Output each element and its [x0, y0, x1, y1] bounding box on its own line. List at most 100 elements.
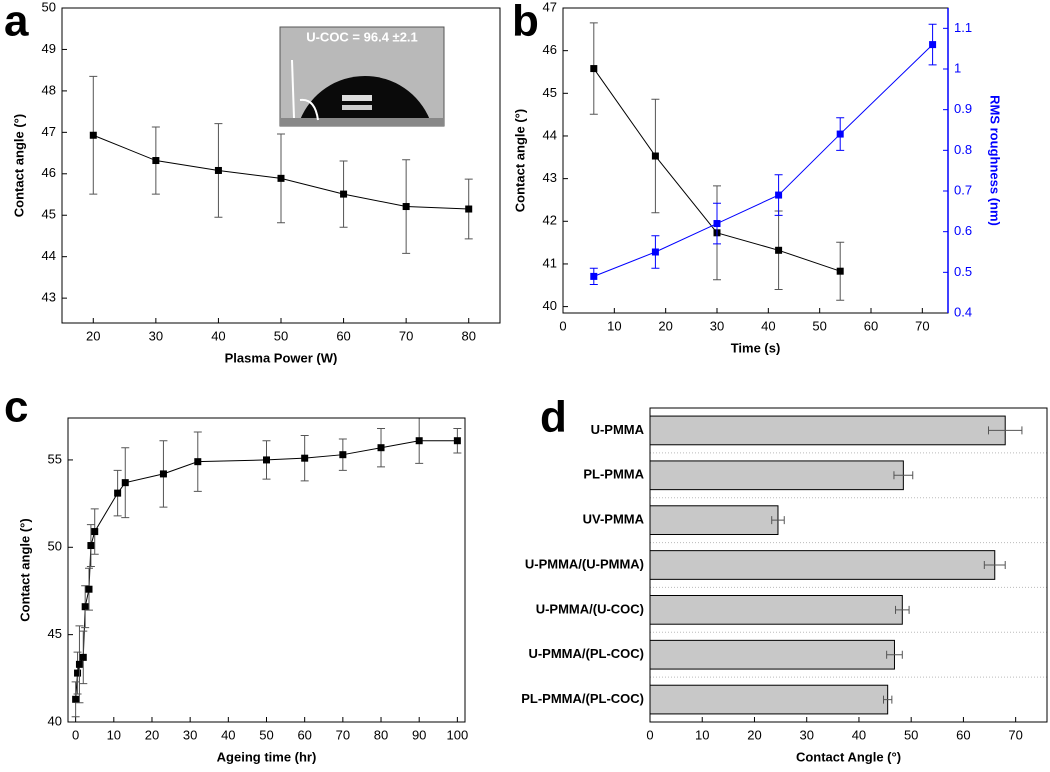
- x-tick-label: 50: [259, 727, 273, 742]
- y2-tick-label: 0.8: [954, 142, 972, 157]
- marker: [775, 191, 783, 199]
- x-axis-label: Ageing time (hr): [217, 749, 317, 764]
- y-tick-label: 44: [42, 248, 56, 263]
- error-bar: [987, 426, 1023, 435]
- y-tick-label: 46: [543, 42, 557, 57]
- x-tick-label: 40: [852, 727, 866, 742]
- bar: [649, 639, 895, 670]
- x-tick-label: 60: [956, 727, 970, 742]
- category-label: U-PMMA: [591, 422, 645, 437]
- y-tick-label: 44: [543, 127, 557, 142]
- y-tick-label: 45: [543, 85, 557, 100]
- marker: [339, 451, 347, 459]
- x-tick-label: 10: [607, 318, 621, 333]
- marker: [651, 248, 659, 256]
- marker: [929, 41, 937, 49]
- x-tick-label: 30: [149, 328, 163, 343]
- annotation: U-COC = 96.4 ±2.1: [306, 29, 418, 44]
- x-tick-label: 20: [145, 727, 159, 742]
- y2-tick-label: 0.7: [954, 182, 972, 197]
- plot-frame: [61, 7, 501, 324]
- y2-tick-label: 0.6: [954, 223, 972, 238]
- x-tick-label: 50: [274, 328, 288, 343]
- marker: [74, 669, 82, 677]
- y2-tick-label: 0.5: [954, 264, 972, 279]
- x-axis-label: Time (s): [731, 340, 781, 355]
- x-tick-label: 60: [336, 328, 350, 343]
- y-tick-label: 43: [42, 290, 56, 305]
- marker: [836, 130, 844, 138]
- marker: [263, 456, 270, 464]
- y-tick-label: 42: [543, 213, 557, 228]
- x-tick-label: 40: [761, 318, 775, 333]
- marker: [89, 131, 97, 139]
- y-tick-label: 40: [543, 298, 557, 313]
- marker: [87, 542, 95, 550]
- y2-tick-label: 0.9: [954, 101, 972, 116]
- x-tick-label: 0: [646, 727, 653, 742]
- panel-label: a: [4, 0, 29, 46]
- x-tick-label: 10: [695, 727, 709, 742]
- marker: [85, 585, 93, 593]
- x-tick-label: 60: [864, 318, 878, 333]
- marker: [836, 267, 844, 275]
- error-bar: [983, 561, 1006, 569]
- x-tick-label: 20: [86, 328, 100, 343]
- marker: [340, 190, 348, 198]
- x-tick-label: 60: [297, 727, 311, 742]
- x-tick-label: 100: [447, 727, 469, 742]
- marker: [214, 166, 222, 174]
- y2-tick-label: 1: [954, 60, 961, 75]
- error-bar: [886, 650, 903, 659]
- y-tick-label: 49: [42, 41, 56, 56]
- x-tick-label: 20: [658, 318, 672, 333]
- marker: [79, 653, 87, 661]
- category-label: PL-PMMA/(PL-COC): [521, 691, 644, 706]
- inset-photo: [279, 26, 445, 127]
- marker: [152, 157, 160, 165]
- y-axis-label: Contact angle (°): [17, 518, 32, 621]
- marker: [72, 695, 80, 703]
- panel-label: c: [4, 383, 28, 432]
- marker: [75, 660, 83, 668]
- marker: [465, 205, 473, 213]
- y-tick-label: 43: [543, 170, 557, 185]
- y-tick-label: 48: [42, 82, 56, 97]
- series-line: [593, 44, 933, 277]
- x-tick-label: 30: [183, 727, 197, 742]
- y-tick-label: 47: [42, 124, 56, 139]
- x-tick-label: 0: [72, 727, 79, 742]
- x-tick-label: 70: [399, 328, 413, 343]
- panel-label: d: [540, 393, 567, 442]
- y-axis-label: Contact angle (°): [11, 114, 26, 217]
- marker: [194, 458, 202, 466]
- x-tick-label: 70: [1008, 727, 1022, 742]
- y-tick-label: 50: [42, 0, 56, 14]
- marker: [402, 203, 410, 211]
- marker: [713, 220, 721, 228]
- y-tick-label: 55: [48, 451, 62, 466]
- marker: [453, 437, 461, 445]
- plot-frame: [649, 407, 1048, 723]
- marker: [377, 444, 385, 452]
- error-bar: [893, 471, 914, 480]
- x-tick-label: 70: [336, 727, 350, 742]
- marker: [91, 528, 99, 536]
- bar: [649, 684, 889, 715]
- category-label: U-PMMA/(U-COC): [536, 601, 644, 616]
- marker: [415, 437, 423, 445]
- plot-frame: [67, 417, 466, 723]
- x-tick-label: 50: [904, 727, 918, 742]
- x-tick-label: 90: [412, 727, 426, 742]
- x-tick-label: 20: [747, 727, 761, 742]
- marker: [114, 489, 122, 497]
- y-tick-label: 45: [42, 207, 56, 222]
- category-label: U-PMMA/(PL-COC): [528, 646, 644, 661]
- x-tick-label: 30: [710, 318, 724, 333]
- x-tick-label: 40: [211, 328, 225, 343]
- bar: [649, 415, 1006, 446]
- x-axis-label: Plasma Power (W): [225, 350, 338, 365]
- bar: [649, 595, 903, 625]
- category-label: UV-PMMA: [583, 512, 645, 527]
- marker: [301, 454, 309, 462]
